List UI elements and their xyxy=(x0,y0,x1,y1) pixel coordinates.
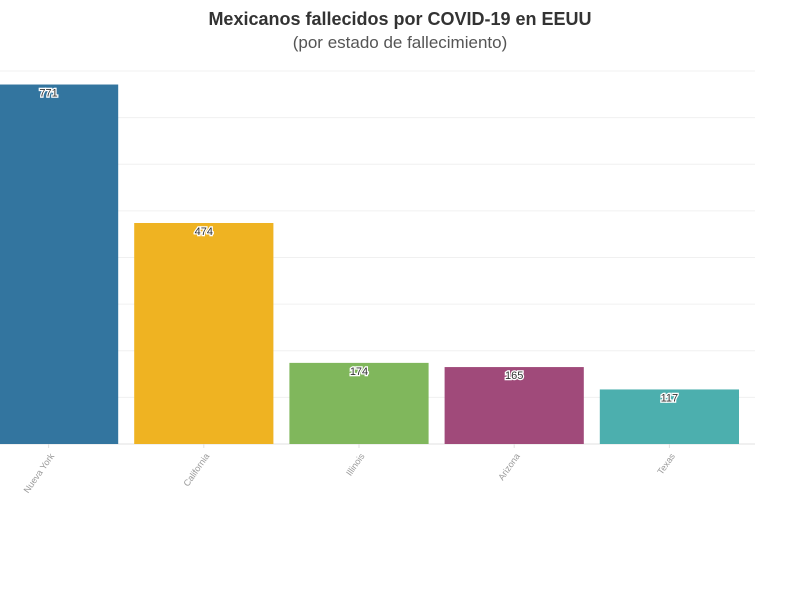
bar[interactable] xyxy=(444,367,584,444)
data-label: 165 xyxy=(505,370,523,382)
x-tick-label: Texas xyxy=(655,451,677,476)
data-label: 771 xyxy=(39,88,57,100)
x-tick-label: Arizona xyxy=(496,451,522,482)
chart-subtitle: (por estado de fallecimiento) xyxy=(292,33,508,52)
x-tick-label: California xyxy=(181,451,211,488)
data-label: 174 xyxy=(350,366,368,378)
data-label: 117 xyxy=(661,392,679,404)
bar[interactable] xyxy=(599,389,739,444)
chart-title: Mexicanos fallecidos por COVID-19 en EEU… xyxy=(208,9,592,29)
bar[interactable] xyxy=(289,362,429,444)
bar[interactable] xyxy=(134,222,274,444)
bar[interactable] xyxy=(0,84,119,445)
x-tick-label: Nueva York xyxy=(22,451,57,495)
x-tick-label: Illinois xyxy=(344,451,367,478)
data-label: 474 xyxy=(195,226,213,238)
